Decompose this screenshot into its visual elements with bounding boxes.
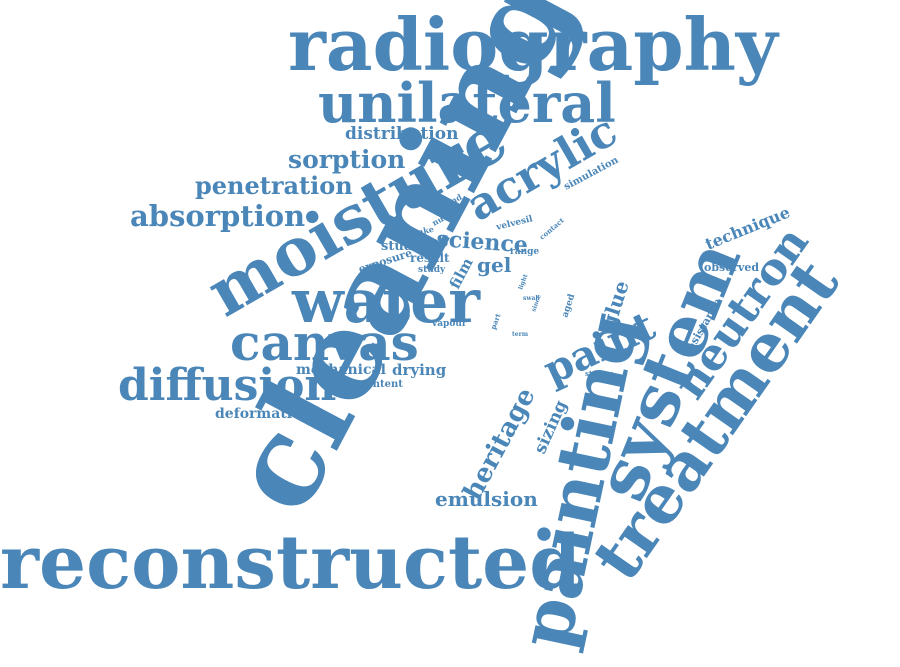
word-unilateral: unilateral [318,71,616,135]
word-content: content [360,379,403,390]
word-diffusion: diffusion [118,360,336,411]
word-emulsion: emulsion [435,487,538,511]
word-mechanical: mechanical [296,362,386,378]
word-vapour: vapour [431,319,467,329]
word-penetration: penetration [195,171,353,200]
word-science: science [436,226,529,258]
word-distribution: distribution [345,124,458,144]
word-gel: gel [477,253,512,277]
word-drying: drying [392,361,447,379]
word-radiography: radiography [288,2,780,87]
word-range: range [510,247,539,257]
word-swab: swab [523,295,540,302]
word-sorption: sorption [288,145,405,174]
word-part: part [488,312,502,331]
word-observed: observed [704,261,759,274]
word-contact: contact [538,215,567,241]
word-light: light [517,273,529,291]
word-term: term [512,331,529,338]
word-deformation: deformation [215,406,312,422]
word-water: water [291,267,481,337]
word-canvas: canvas [230,313,419,372]
word-studied: studied [381,239,435,254]
word-reconstructed: reconstructed [0,520,581,606]
word-result: result [410,251,450,265]
word-absorption: absorption [130,199,305,233]
word-studies: studies [585,369,613,378]
word-study: study [418,265,446,275]
